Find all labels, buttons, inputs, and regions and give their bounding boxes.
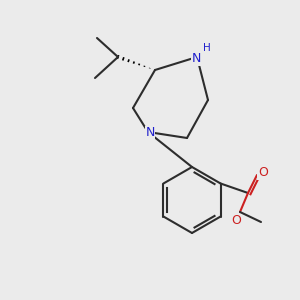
Text: N: N [191,52,201,65]
Text: O: O [258,167,268,179]
Text: N: N [145,127,155,140]
Text: H: H [203,43,211,53]
Text: O: O [231,214,241,227]
